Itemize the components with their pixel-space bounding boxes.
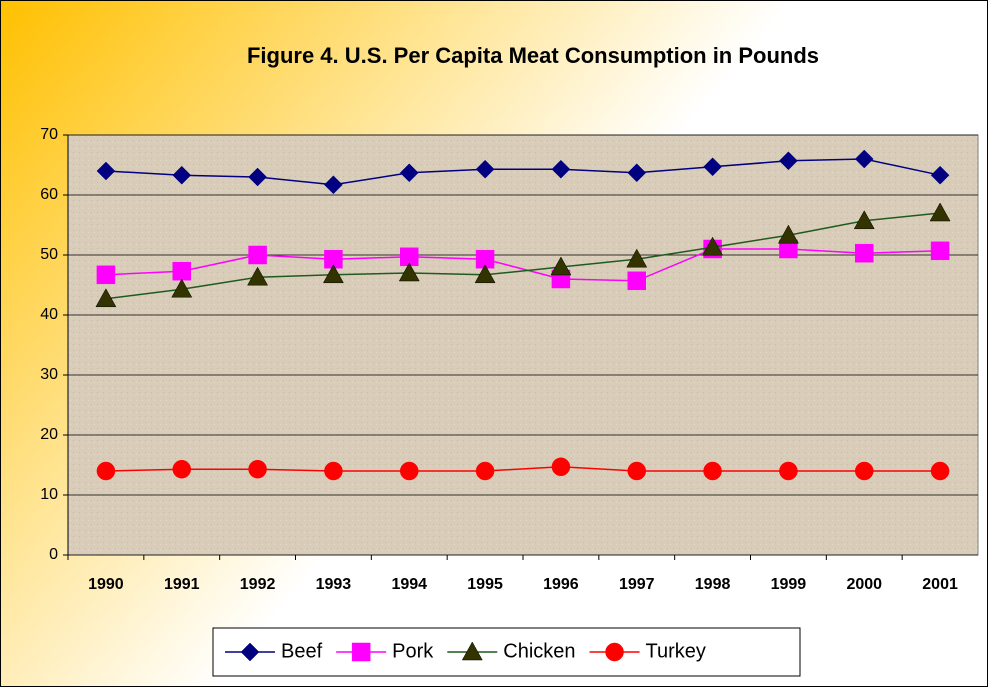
marker: [626, 248, 648, 268]
series-line: [105, 212, 941, 300]
marker: [398, 262, 420, 282]
marker: [172, 459, 191, 479]
legend-label: Turkey: [646, 640, 706, 662]
marker: [930, 461, 950, 481]
marker: [777, 224, 799, 244]
x-tick-label: 1996: [543, 576, 579, 593]
legend-label: Chicken: [503, 640, 575, 662]
marker: [930, 241, 950, 261]
marker: [95, 288, 117, 308]
x-tick-label: 2001: [922, 576, 958, 593]
marker: [627, 163, 647, 183]
marker: [172, 261, 191, 281]
plot-area: [67, 134, 979, 556]
x-tick-label: 1991: [164, 576, 200, 593]
y-tick-label: 10: [40, 486, 58, 503]
marker: [779, 461, 798, 481]
legend-label: Pork: [392, 640, 434, 662]
marker: [240, 642, 260, 662]
marker: [550, 256, 572, 276]
y-tick-label: 0: [49, 546, 58, 563]
marker: [324, 461, 343, 481]
marker: [96, 265, 116, 285]
chart-title: Figure 4. U.S. Per Capita Meat Consumpti…: [247, 43, 819, 68]
y-tick-label: 50: [40, 246, 58, 263]
marker: [929, 202, 951, 222]
marker: [171, 278, 193, 298]
marker: [322, 264, 344, 284]
series-line: [105, 466, 941, 472]
marker: [627, 461, 646, 481]
x-tick-label: 1999: [771, 576, 807, 593]
x-tick-label: 1993: [316, 576, 352, 593]
marker: [627, 271, 646, 291]
x-tick-label: 1995: [467, 576, 503, 593]
marker: [96, 461, 116, 481]
marker: [399, 163, 419, 183]
marker: [930, 165, 950, 185]
marker: [96, 161, 116, 181]
marker: [605, 642, 624, 662]
legend-label: Beef: [281, 640, 323, 662]
series-line: [105, 158, 941, 186]
marker: [853, 210, 875, 230]
marker: [702, 236, 724, 256]
y-tick-label: 60: [40, 186, 58, 203]
marker: [551, 159, 571, 179]
x-tick-label: 1997: [619, 576, 655, 593]
marker: [551, 457, 571, 477]
marker: [703, 157, 722, 177]
marker: [351, 642, 371, 662]
y-tick-label: 70: [40, 126, 58, 143]
marker: [854, 149, 874, 169]
x-tick-label: 1998: [695, 576, 731, 593]
x-tick-label: 2000: [846, 576, 882, 593]
marker: [855, 243, 874, 263]
y-tick-label: 40: [40, 306, 58, 323]
marker: [400, 461, 419, 481]
marker: [247, 266, 269, 286]
series-line: [105, 248, 941, 282]
x-tick-label: 1990: [88, 576, 124, 593]
marker: [855, 461, 874, 481]
marker: [248, 167, 267, 187]
x-tick-label: 1992: [240, 576, 276, 593]
legend-box: [212, 627, 801, 677]
marker: [461, 641, 483, 661]
marker: [172, 165, 192, 185]
marker: [474, 264, 496, 284]
marker: [324, 175, 343, 195]
marker: [248, 459, 267, 479]
marker: [475, 461, 495, 481]
y-tick-label: 30: [40, 366, 58, 383]
marker: [779, 151, 798, 171]
marker: [703, 461, 722, 481]
marker: [475, 159, 495, 179]
y-tick-label: 20: [40, 426, 58, 443]
x-tick-label: 1994: [391, 576, 427, 593]
marker: [248, 245, 267, 265]
